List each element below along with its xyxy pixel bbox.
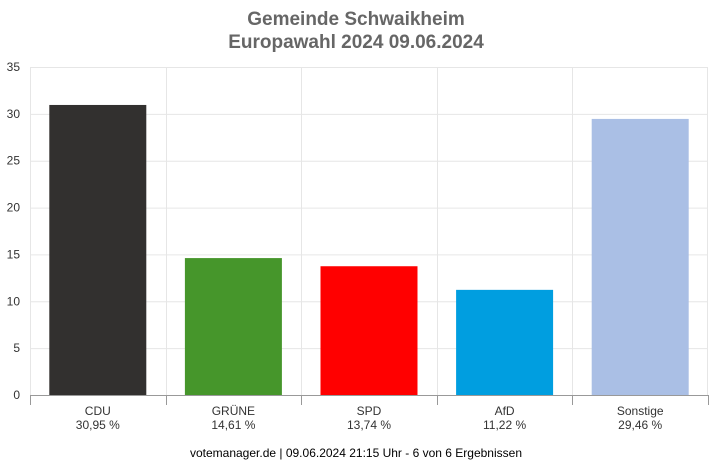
bar <box>185 258 282 395</box>
x-tick-label: SPD <box>357 404 382 418</box>
x-tick-label: Sonstige <box>617 404 664 418</box>
bar <box>49 105 146 395</box>
data-label: 29,46 % <box>618 418 662 432</box>
y-tick-label: 35 <box>7 60 21 74</box>
bar <box>456 290 553 395</box>
x-tick-label: AfD <box>495 404 515 418</box>
footer-text: votemanager.de | 09.06.2024 21:15 Uhr - … <box>0 446 712 460</box>
bar <box>321 266 418 395</box>
y-tick-label: 10 <box>7 294 21 308</box>
data-label: 11,22 % <box>483 418 526 432</box>
y-tick-label: 0 <box>13 388 20 402</box>
y-tick-label: 15 <box>7 247 21 261</box>
data-label: 30,95 % <box>76 418 120 432</box>
y-tick-label: 20 <box>7 201 21 215</box>
x-tick-label: CDU <box>85 404 111 418</box>
x-tick-label: GRÜNE <box>212 404 255 418</box>
y-tick-label: 25 <box>7 154 21 168</box>
y-tick-label: 30 <box>7 107 21 121</box>
bar <box>592 119 689 395</box>
data-label: 14,61 % <box>211 418 255 432</box>
data-label: 13,74 % <box>347 418 391 432</box>
y-tick-label: 5 <box>13 341 20 355</box>
